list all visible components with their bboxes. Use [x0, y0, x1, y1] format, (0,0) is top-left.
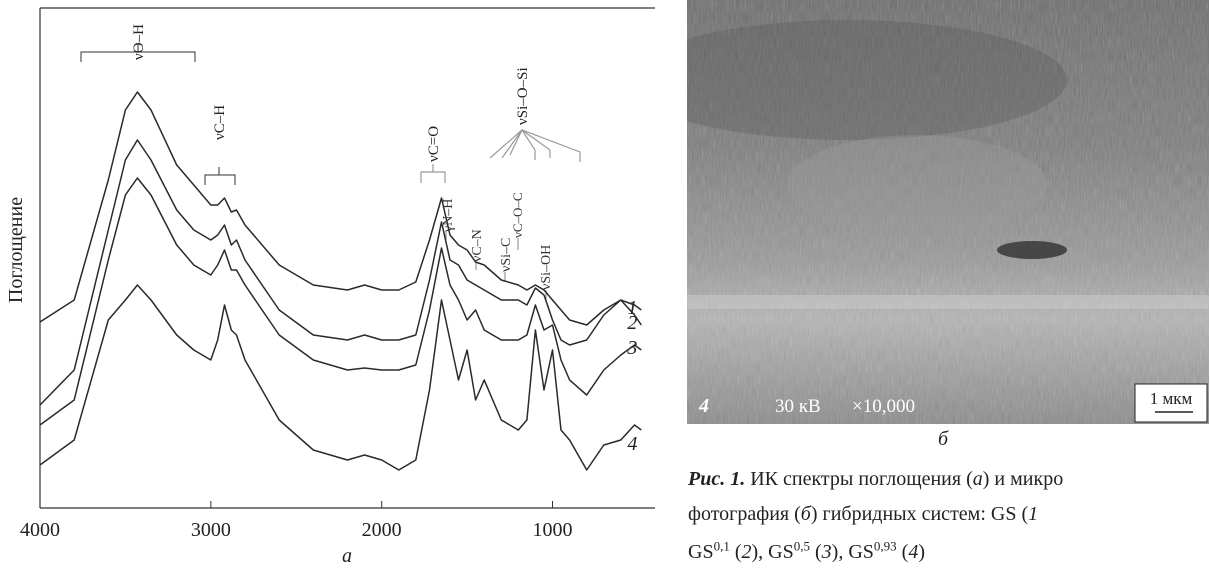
- caption-text: ИК спектры поглощения (: [745, 468, 973, 490]
- caption-text: 0,93: [873, 538, 897, 553]
- band-annotation: νSi–C: [499, 238, 514, 272]
- caption-text: (: [729, 540, 742, 563]
- voltage: 30 кВ: [775, 396, 821, 417]
- ir-chart: Поглощение а 4000 3000 2000 1000 12 3 4 νO–H νC–…: [5, 7, 655, 567]
- caption-text: ) гибридных систем: GS (: [810, 503, 1029, 525]
- image-texture: [687, 0, 1209, 424]
- image-feature: [997, 241, 1067, 259]
- caption-label: Рис. 1.: [688, 468, 746, 490]
- series-label: 3: [626, 337, 637, 359]
- caption-text: GS: [688, 540, 714, 563]
- caption-line: GS0,1 (2), GS0,5 (3), GS0,93 (4): [688, 538, 925, 564]
- x-tick-label: 2000: [362, 519, 402, 541]
- caption-text: ), GS: [751, 540, 794, 563]
- brackets: [80, 45, 236, 185]
- series-label: 1: [627, 297, 637, 319]
- image-feature: [687, 20, 1067, 140]
- bracket: [204, 174, 236, 185]
- band-annotation: νSi–O–Si: [515, 67, 531, 125]
- magnification: ×10,000: [852, 396, 915, 417]
- scale-box: [1134, 383, 1208, 423]
- band-annotation: νO–H: [131, 24, 147, 60]
- x-tick-label: 4000: [20, 519, 60, 541]
- band-annotation: νC–H: [212, 105, 228, 140]
- caption-text: 0,1: [713, 538, 730, 553]
- spectrum-line: [39, 284, 642, 471]
- x-axis-label: а: [342, 545, 352, 567]
- caption-text: 1: [1028, 503, 1039, 525]
- band-annotation: νC–N: [470, 229, 485, 262]
- series-label: 4: [627, 433, 637, 455]
- spectrum-line: [39, 139, 642, 406]
- band-annotation: νC=O: [426, 126, 442, 162]
- panel-number: 4: [698, 395, 709, 417]
- grey-brackets: [420, 128, 581, 300]
- band-annotation: νSi–OH: [539, 245, 554, 290]
- caption-text: ) и микро: [982, 468, 1064, 490]
- caption-text: б: [800, 503, 811, 525]
- x-tick-label: 1000: [533, 519, 573, 541]
- caption-line: Рис. 1. ИК спектры поглощения (а) и микр…: [688, 468, 1063, 491]
- caption-text: 0,5: [793, 538, 810, 553]
- caption-text: ), GS: [831, 540, 874, 563]
- panel-label: б: [938, 428, 949, 450]
- band-annotation: γN–H: [441, 199, 456, 233]
- caption-text: 3: [821, 540, 832, 563]
- caption-text: а: [972, 468, 983, 490]
- caption-text: (: [809, 540, 822, 563]
- band-annotation: νC–O–C: [510, 192, 525, 238]
- caption-text: ): [918, 540, 925, 563]
- micrograph: 4 30 кВ ×10,000 1 мкм: [687, 0, 1209, 424]
- caption-text: 4: [908, 540, 919, 563]
- scale-label: 1 мкм: [1150, 389, 1193, 408]
- caption-line: фотография (б) гибридных систем: GS (1: [688, 503, 1038, 526]
- bracket: [420, 171, 446, 183]
- caption-text: фотография (: [688, 503, 801, 525]
- caption-text: (: [896, 540, 909, 563]
- y-axis-label: Поглощение: [5, 197, 27, 303]
- image-feature: [687, 295, 1209, 309]
- spectrum-line: [39, 177, 642, 426]
- spectrum-line: [39, 91, 642, 326]
- bracket: [489, 129, 581, 162]
- caption-text: 2: [741, 540, 752, 563]
- x-tick-label: 3000: [191, 519, 231, 541]
- image-feature: [787, 135, 1047, 235]
- bracket: [509, 128, 536, 160]
- bracket: [501, 129, 551, 159]
- series-label: 2: [627, 312, 637, 334]
